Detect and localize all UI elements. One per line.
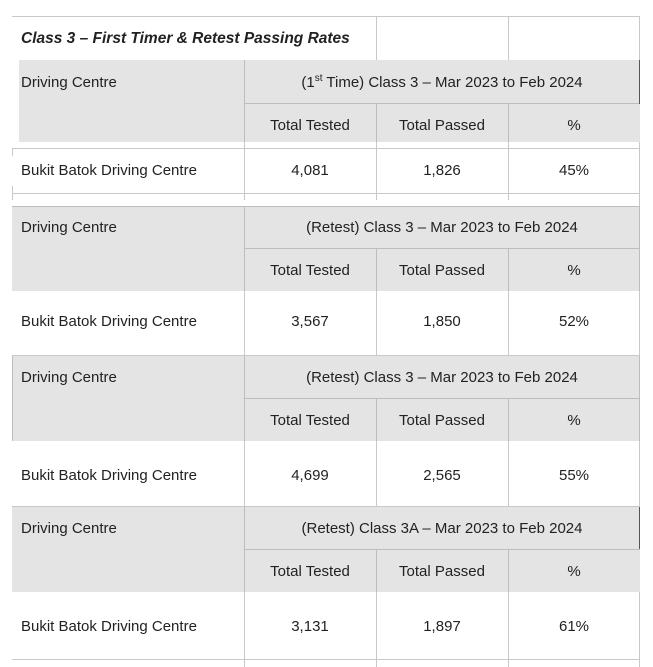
section2-col-divider-1 [376, 248, 377, 291]
section1-col-divider-2 [508, 103, 509, 142]
section4-subheader-line [244, 549, 640, 550]
section3-row-divider-0 [244, 441, 245, 507]
section1-row-percent: 45% [558, 162, 590, 179]
section1-row-centre: Bukit Batok Driving Centre [21, 162, 197, 179]
section4-col-total-tested: Total Tested [270, 563, 350, 580]
section3-col-percent: % [567, 412, 581, 429]
section1-row-divider-2 [508, 142, 509, 200]
section4-col-divider-1 [376, 549, 377, 592]
section1-group-prefix: (1 [301, 74, 315, 91]
section2-row-divider-0 [244, 291, 245, 356]
section4-col-divider-left [244, 507, 245, 592]
section3-row-percent: 55% [558, 467, 590, 484]
section2-row-passed: 1,850 [423, 313, 461, 330]
section3-row-bottom-border [12, 506, 640, 507]
section4-row-divider-0 [244, 592, 245, 667]
section1-row-left-border-b [12, 186, 13, 200]
section1-centre-header: Driving Centre [21, 74, 117, 91]
title-row-right-border [639, 16, 640, 60]
section1-row-tested: 4,081 [291, 162, 329, 179]
section2-col-percent: % [567, 262, 581, 279]
section1-col-divider-left [244, 60, 245, 142]
title-row-divider-1 [376, 16, 377, 60]
section4-row-tested: 3,131 [291, 618, 329, 635]
section3-subheader-line [244, 398, 640, 399]
section2-group-header: (Retest) Class 3 – Mar 2023 to Feb 2024 [306, 219, 578, 236]
section2-row-tested: 3,567 [291, 313, 329, 330]
section3-row-centre: Bukit Batok Driving Centre [21, 467, 197, 484]
section4-row-passed: 1,897 [423, 618, 461, 635]
section2-subheader-line [244, 248, 640, 249]
section4-row-divider-2 [508, 592, 509, 667]
section1-group-header: (1st Time) Class 3 – Mar 2023 to Feb 202… [244, 74, 640, 92]
section4-row-centre: Bukit Batok Driving Centre [21, 618, 197, 635]
section2-row-centre: Bukit Batok Driving Centre [21, 313, 197, 330]
section2-col-total-passed: Total Passed [399, 262, 485, 279]
section2-centre-header: Driving Centre [21, 219, 117, 236]
section1-group-sup: st [314, 73, 323, 84]
section3-row-passed: 2,565 [423, 467, 461, 484]
section4-col-total-passed: Total Passed [399, 563, 485, 580]
section2-col-divider-2 [508, 248, 509, 291]
section1-row-top-border [12, 148, 640, 149]
section1-col-total-tested: Total Tested [270, 117, 350, 134]
section1-row-divider-0 [244, 142, 245, 200]
section2-row-divider-2 [508, 291, 509, 356]
section2-top-border [12, 206, 640, 207]
section1-row-left-border [12, 148, 13, 156]
section3-col-divider-1 [376, 398, 377, 441]
table-title: Class 3 – First Timer & Retest Passing R… [21, 30, 350, 47]
section3-row-right-border [639, 441, 640, 507]
section1-row-bottom-border [12, 193, 640, 194]
section1-row-passed: 1,826 [423, 162, 461, 179]
section4-group-header: (Retest) Class 3A – Mar 2023 to Feb 2024 [301, 520, 583, 537]
section1-subheader-line [244, 103, 640, 104]
section3-row-divider-2 [508, 441, 509, 507]
section2-col-total-tested: Total Tested [270, 262, 350, 279]
section3-right-border [639, 356, 640, 441]
section1-col-divider-1 [376, 103, 377, 142]
section1-col-total-passed: Total Passed [399, 117, 485, 134]
section3-centre-header: Driving Centre [21, 369, 117, 386]
section4-right-border [639, 507, 640, 549]
section3-row-divider-1 [376, 441, 377, 507]
section4-centre-header: Driving Centre [21, 520, 117, 537]
section1-header-bg [19, 60, 640, 142]
section4-col-percent: % [567, 563, 581, 580]
section2-row-percent: 52% [558, 313, 590, 330]
section3-col-divider-left [244, 356, 245, 441]
section4-row-right-border [639, 592, 640, 667]
section4-row-divider-1 [376, 592, 377, 667]
section1-right-border [639, 60, 640, 104]
section1-col-percent: % [567, 117, 581, 134]
section3-left-border [12, 356, 13, 441]
section4-row-percent: 61% [558, 618, 590, 635]
title-row-top-border [12, 16, 640, 17]
section2-row-divider-1 [376, 291, 377, 356]
section4-row-bottom-border [12, 659, 640, 660]
section3-col-total-passed: Total Passed [399, 412, 485, 429]
section3-row-tested: 4,699 [291, 467, 329, 484]
section2-col-divider-left [244, 206, 245, 291]
section2-row-right-border [639, 291, 640, 356]
section3-col-total-tested: Total Tested [270, 412, 350, 429]
section4-col-divider-2 [508, 549, 509, 592]
section3-col-divider-2 [508, 398, 509, 441]
section1-row-divider-1 [376, 142, 377, 200]
section2-right-border [639, 206, 640, 291]
section2-row-bottom-border [12, 355, 640, 356]
section3-group-header: (Retest) Class 3 – Mar 2023 to Feb 2024 [306, 369, 578, 386]
title-row-divider-2 [508, 16, 509, 60]
section1-group-suffix: Time) Class 3 – Mar 2023 to Feb 2024 [322, 74, 583, 91]
section1-row-right-border [639, 142, 640, 206]
